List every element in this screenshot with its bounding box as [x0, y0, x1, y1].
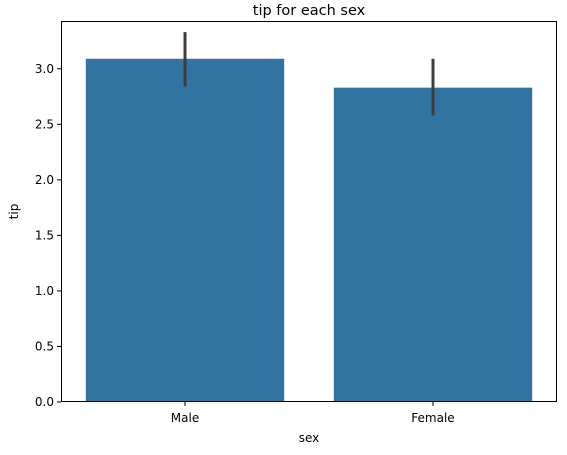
bar-male	[85, 58, 285, 403]
x-tick-label-female: Female	[411, 411, 454, 425]
bar-female	[333, 87, 533, 403]
error-bars-layer	[183, 32, 435, 116]
y-tick-label: 1.0	[35, 284, 54, 298]
x-axis-title: sex	[299, 431, 320, 445]
bars-layer	[85, 58, 533, 403]
x-tick-label-male: Male	[171, 411, 199, 425]
plot-frame	[61, 21, 557, 402]
y-tick-label: 0.0	[35, 395, 54, 409]
y-tick-label: 0.5	[35, 339, 54, 353]
y-axis-ticks: 0.0 0.5 1.0 1.5 2.0 2.5 3.0	[35, 62, 61, 409]
y-tick-label: 2.5	[35, 117, 54, 131]
chart-title: tip for each sex	[253, 3, 366, 19]
y-tick-label: 1.5	[35, 228, 54, 242]
y-tick-label: 2.0	[35, 173, 54, 187]
y-axis-title: tip	[7, 204, 21, 220]
y-tick-label: 3.0	[35, 62, 54, 76]
x-axis-ticks: Male Female	[171, 402, 455, 425]
